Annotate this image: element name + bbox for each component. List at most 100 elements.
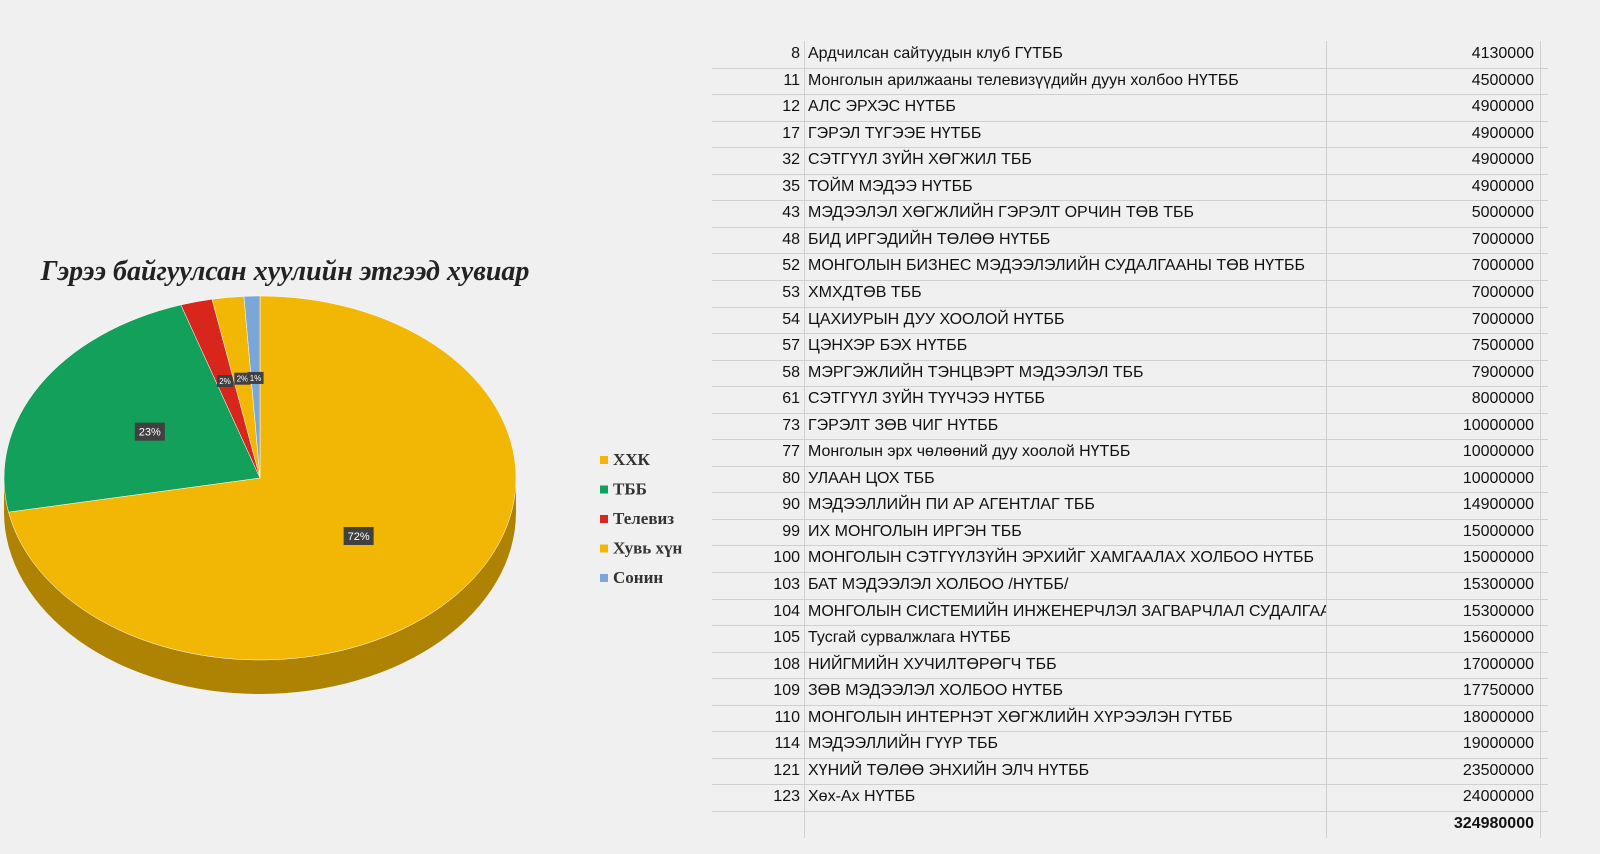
row-line <box>712 810 1548 812</box>
row-amount: 18000000 <box>1462 708 1534 726</box>
row-name: МОНГОЛЫН ИНТЕРНЭТ ХӨГЖЛИЙН ХҮРЭЭЛЭН ГҮТБ… <box>808 708 1233 726</box>
row-amount: 7000000 <box>1471 257 1534 275</box>
row-amount: 4900000 <box>1471 98 1534 116</box>
row-amount: 15600000 <box>1462 629 1534 647</box>
legend-label: Сонин <box>613 568 663 587</box>
row-number: 108 <box>773 655 800 673</box>
row-number: 32 <box>782 151 800 169</box>
legend-swatch <box>600 485 608 494</box>
row-number: 52 <box>782 257 800 275</box>
row-line <box>712 757 1548 759</box>
row-amount: 15000000 <box>1462 522 1534 540</box>
row-name: Монголын эрх чөлөөний дуу хоолой НҮТББ <box>808 443 1131 461</box>
row-name: ЗӨВ МЭДЭЭЛЭЛ ХОЛБОО НҮТББ <box>808 682 1064 700</box>
data-label-box <box>216 375 233 388</box>
row-amount: 23500000 <box>1462 761 1534 779</box>
row-name: ХҮНИЙ ТӨЛӨӨ ЭНХИЙН ЭЛЧ НҮТББ <box>808 761 1090 779</box>
pie-slice <box>243 295 261 479</box>
row-line <box>712 173 1548 175</box>
row-name: СЭТГҮҮЛ ЗҮЙН ТҮҮЧЭЭ НҮТББ <box>808 390 1046 408</box>
row-name: УЛААН ЦОХ ТББ <box>808 469 935 487</box>
row-line <box>712 94 1548 96</box>
row-amount: 4500000 <box>1471 71 1534 89</box>
row-line <box>712 253 1548 255</box>
legend-swatch <box>600 574 608 582</box>
row-line <box>712 465 1548 467</box>
data-label-box <box>247 371 264 384</box>
row-number: 110 <box>774 708 800 726</box>
row-number: 58 <box>782 363 800 381</box>
row-name: ЦАХИУРЫН ДУУ ХООЛОЙ НҮТББ <box>808 310 1065 328</box>
row-line <box>712 306 1548 308</box>
row-line <box>712 545 1548 547</box>
chart-title: Гэрээ байгуулсан хуулийн этгээд хувиар <box>40 256 530 287</box>
row-number: 109 <box>773 682 800 700</box>
data-label-box <box>134 422 165 441</box>
row-amount: 10000000 <box>1462 443 1534 461</box>
row-line <box>712 359 1548 361</box>
row-number: 121 <box>773 761 800 779</box>
row-amount: 7900000 <box>1471 363 1534 381</box>
row-line <box>712 625 1548 627</box>
row-line <box>712 147 1548 149</box>
row-amount: 7500000 <box>1471 337 1534 355</box>
row-amount: 15300000 <box>1462 576 1534 593</box>
row-line <box>712 386 1548 388</box>
row-number: 77 <box>782 443 800 461</box>
row-amount: 19000000 <box>1462 735 1534 753</box>
row-line <box>712 279 1548 281</box>
row-name: БАТ МЭДЭЭЛЭЛ ХОЛБОО /НҮТББ/ <box>808 576 1069 593</box>
row-amount: 17750000 <box>1462 682 1534 700</box>
row-amount: 5000000 <box>1471 204 1534 222</box>
row-name: МЭДЭЭЛЛИЙН ГҮҮР ТББ <box>808 735 998 753</box>
row-amount: 4130000 <box>1471 45 1534 62</box>
row-number: 11 <box>783 71 800 89</box>
row-number: 80 <box>782 469 800 487</box>
legend-label: ТББ <box>613 480 647 499</box>
legend-label: Хувь хүн <box>613 539 683 558</box>
row-name: БИД ИРГЭДИЙН ТӨЛӨӨ НҮТББ <box>808 230 1051 248</box>
row-name: СЭТГҮҮЛ ЗҮЙН ХӨГЖИЛ ТББ <box>808 151 1032 169</box>
row-name: ГЭРЭЛТ ЗӨВ ЧИГ НҮТББ <box>808 416 999 434</box>
row-number: 105 <box>773 629 800 647</box>
row-line <box>712 226 1548 228</box>
row-amount: 7000000 <box>1471 310 1534 328</box>
row-amount: 10000000 <box>1462 416 1534 434</box>
row-name: Хөх-Ах НҮТББ <box>808 788 916 806</box>
row-name: МОНГОЛЫН СИСТЕМИЙН ИНЖЕНЕРЧЛЭЛ ЗАГВАРЧЛА… <box>808 602 1326 620</box>
row-amount: 15300000 <box>1462 602 1534 620</box>
row-line <box>712 651 1548 653</box>
data-label: 72% <box>348 531 370 543</box>
data-label: 1% <box>250 374 262 383</box>
row-number: 17 <box>782 124 800 142</box>
pie-chart: Гэрээ байгуулсан хуулийн этгээд хувиар 7… <box>3 256 683 694</box>
row-amount: 10000000 <box>1462 469 1534 487</box>
row-amount: 17000000 <box>1462 655 1534 673</box>
row-amount: 4900000 <box>1471 151 1534 169</box>
row-line <box>712 333 1548 335</box>
row-line <box>712 67 1548 69</box>
row-amount: 8000000 <box>1471 390 1534 408</box>
row-name: ТОЙМ МЭДЭЭ НҮТББ <box>808 177 973 195</box>
row-name: Монголын арилжааны телевизүүдийн дуун хо… <box>808 71 1239 89</box>
row-line <box>712 572 1548 573</box>
row-amount: 15000000 <box>1462 549 1534 567</box>
row-amount: 7000000 <box>1471 283 1534 301</box>
row-number: 100 <box>773 549 800 567</box>
row-name: ЦЭНХЭР БЭХ НҮТББ <box>808 337 968 355</box>
row-number: 57 <box>782 337 800 355</box>
data-label: 23% <box>139 427 161 439</box>
row-line <box>712 704 1548 706</box>
row-number: 103 <box>773 576 800 593</box>
total-amount: 324980000 <box>1453 814 1534 832</box>
row-amount: 24000000 <box>1462 788 1534 806</box>
row-line <box>712 120 1548 122</box>
row-line <box>712 784 1548 786</box>
row-number: 48 <box>782 230 800 248</box>
row-line <box>712 518 1548 520</box>
row-name: МЭРГЭЖЛИЙН ТЭНЦВЭРТ МЭДЭЭЛЭЛ ТББ <box>808 363 1144 381</box>
row-number: 35 <box>782 177 800 195</box>
pie-slice <box>8 295 517 661</box>
row-number: 53 <box>782 283 800 301</box>
legend-swatch <box>600 515 608 523</box>
